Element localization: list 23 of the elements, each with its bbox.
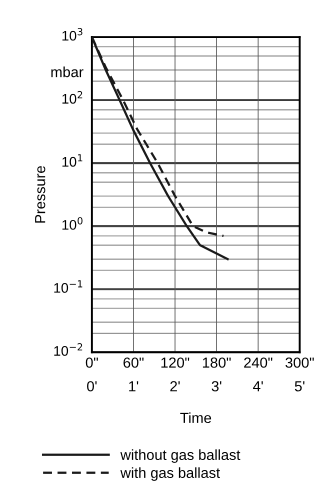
- x-tick-label: 180": [202, 357, 231, 368]
- y-tick-label: 10$^{−2}$: [54, 343, 82, 356]
- x2-tick-label: 2': [170, 381, 180, 392]
- x-tick-label: 240": [244, 357, 272, 368]
- legend-label: with gas ballast: [120, 467, 220, 481]
- x2-tick-label: 0': [87, 381, 97, 392]
- legend-label: without gas ballast: [120, 449, 240, 463]
- x2-tick-label: 3': [212, 381, 222, 392]
- x-tick-label: 60": [124, 357, 144, 368]
- x2-tick-label: 4': [253, 381, 263, 392]
- x-tick-label: 300": [286, 357, 314, 368]
- x2-tick-label: 1': [129, 381, 138, 392]
- y-tick-label: 10$^{−1}$: [54, 280, 82, 293]
- x-tick-label: 0": [86, 357, 98, 368]
- y-tick-label: 10$^{1}$: [62, 154, 82, 167]
- y-tick-label: 10$^{2}$: [62, 91, 82, 104]
- x-tick-label: 120": [161, 357, 190, 368]
- text: mbar: [51, 66, 84, 78]
- y-axis-title: Pressure: [35, 166, 46, 223]
- x2-tick-label: 5': [294, 381, 304, 392]
- y-tick-label: 10$^{3}$: [62, 28, 82, 41]
- x-axis-title: Time: [180, 412, 212, 424]
- y-tick-label: 10$^{0}$: [62, 217, 82, 230]
